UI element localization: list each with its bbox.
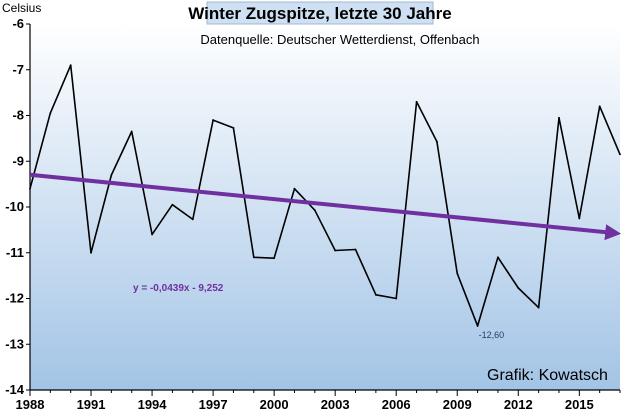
data-point xyxy=(456,272,459,275)
trend-layer xyxy=(29,172,622,241)
chart-title: Winter Zugspitze, letzte 30 Jahre xyxy=(188,4,451,23)
x-tick-label: 2012 xyxy=(504,397,533,412)
x-tick-label: 2000 xyxy=(260,397,289,412)
y-tick-label: -10 xyxy=(5,199,24,214)
data-point xyxy=(517,287,520,289)
x-tick-label: 1994 xyxy=(138,397,168,412)
data-point xyxy=(90,251,92,254)
y-tick-label: -8 xyxy=(12,108,24,123)
data-point xyxy=(69,64,72,67)
trendline-equation: y = -0,0439x - 9,252 xyxy=(133,283,224,294)
labels: -12,60 xyxy=(479,330,505,340)
chart-subtitle: Datenquelle: Deutscher Wetterdienst, Off… xyxy=(200,32,479,47)
x-tick-label: 2009 xyxy=(443,397,472,412)
y-tick-label: -9 xyxy=(12,153,24,168)
data-point xyxy=(354,248,357,251)
x-tick-label: 1997 xyxy=(199,397,228,412)
data-point xyxy=(110,174,113,176)
x-tick-label: 1991 xyxy=(77,397,106,412)
data-point xyxy=(130,130,133,133)
data-point xyxy=(578,217,581,220)
data-point xyxy=(252,256,255,259)
data-point xyxy=(374,293,377,296)
trendline xyxy=(29,172,622,241)
plot-area xyxy=(30,24,620,390)
x-tick-label: 2015 xyxy=(565,397,594,412)
data-point xyxy=(537,306,540,309)
data-point xyxy=(598,105,601,108)
data-point xyxy=(232,126,235,129)
data-point xyxy=(415,100,418,103)
series-line xyxy=(29,64,621,327)
y-tick-label: -14 xyxy=(5,382,25,397)
title-box xyxy=(206,1,434,25)
y-tick-label: -11 xyxy=(6,245,24,260)
data-point xyxy=(212,119,215,121)
data-point xyxy=(435,140,438,143)
data-point xyxy=(49,112,52,115)
data-point xyxy=(313,209,316,212)
data-point xyxy=(171,203,174,206)
data-point xyxy=(497,256,499,259)
data-point xyxy=(273,257,276,260)
x-tick-label: 2003 xyxy=(321,397,350,412)
y-tick-label: -12 xyxy=(5,291,24,306)
y-tick-label: -7 xyxy=(12,62,24,77)
data-point xyxy=(151,233,153,236)
data-point xyxy=(29,187,31,190)
data-point xyxy=(293,187,296,190)
data-point xyxy=(476,325,479,327)
data-point xyxy=(334,249,337,252)
y-tick-label: -6 xyxy=(12,16,24,31)
x-tick-label: 1988 xyxy=(16,397,45,412)
data-point xyxy=(619,153,621,156)
y-axis-label: Celsius xyxy=(2,1,41,15)
min-value-label: -12,60 xyxy=(479,330,505,340)
data-point xyxy=(191,218,194,221)
y-tick-label: -13 xyxy=(5,336,24,351)
credit-label: Grafik: Kowatsch xyxy=(487,367,608,384)
data-point xyxy=(395,297,398,300)
x-tick-label: 2006 xyxy=(382,397,411,412)
data-point xyxy=(558,116,560,119)
data-layer xyxy=(29,64,621,327)
